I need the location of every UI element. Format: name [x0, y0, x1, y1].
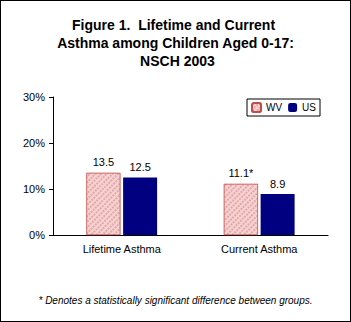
svg-text:30%: 30% — [23, 91, 45, 103]
svg-text:12.5: 12.5 — [129, 161, 150, 173]
svg-text:Asthma among Children Aged 0-1: Asthma among Children Aged 0-17: — [57, 35, 294, 51]
svg-text:10%: 10% — [23, 183, 45, 195]
svg-text:11.1*: 11.1* — [228, 167, 254, 179]
svg-text:8.9: 8.9 — [270, 178, 285, 190]
svg-text:WV: WV — [266, 102, 282, 113]
svg-text:13.5: 13.5 — [93, 156, 114, 168]
svg-text:20%: 20% — [23, 137, 45, 149]
svg-text:NSCH 2003: NSCH 2003 — [136, 53, 215, 69]
svg-text:Figure 1. Lifetime and Curren: Figure 1. Lifetime and Current — [72, 17, 279, 33]
svg-text:* Denotes a statistically sign: * Denotes a statistically significant di… — [38, 295, 312, 306]
svg-text:Current Asthma: Current Asthma — [221, 243, 298, 255]
svg-text:0%: 0% — [29, 229, 45, 241]
svg-text:US: US — [302, 102, 316, 113]
svg-text:Lifetime Asthma: Lifetime Asthma — [83, 243, 162, 255]
